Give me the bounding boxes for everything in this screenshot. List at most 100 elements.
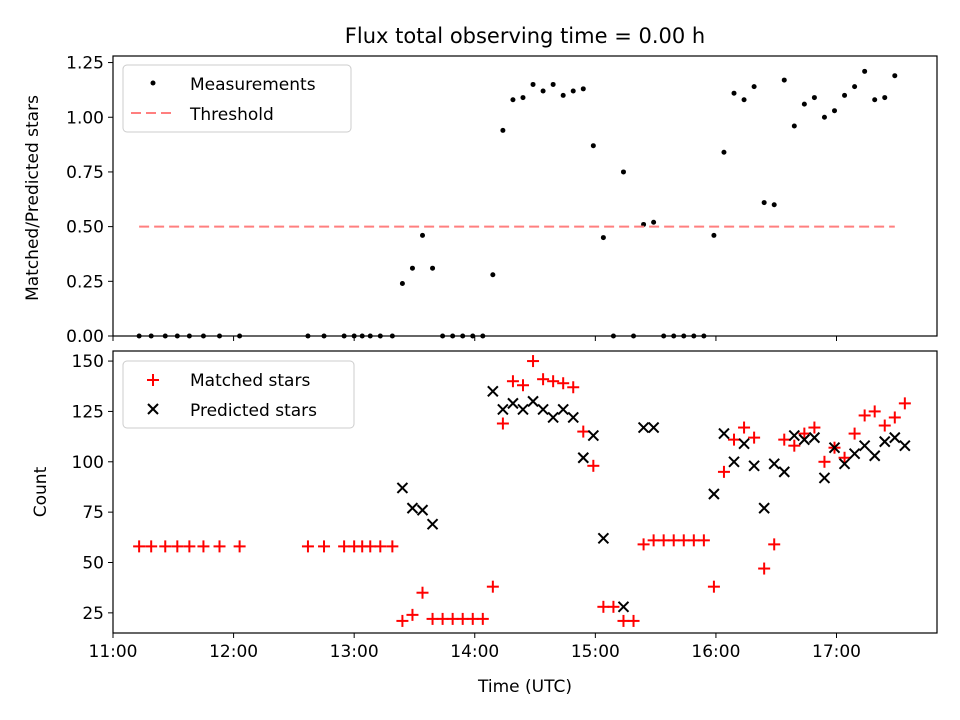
predicted-point-b [858,439,871,452]
matched-point [808,421,821,434]
matched-point [868,405,881,418]
measurement-point [882,95,888,101]
predicted-point [758,502,770,514]
bottom-x-tick-label: 11:00 [89,642,138,662]
measurement-point [590,143,596,149]
measurement-point [741,97,747,103]
matched-point [318,540,331,553]
matched-point [338,540,351,553]
predicted-point [818,472,831,484]
top-legend: Measurements Threshold [122,64,352,133]
predicted-point-b [879,435,891,448]
matched-point [496,417,509,430]
predicted-point-b [899,439,911,452]
matched-point [818,455,831,468]
predicted-point-b [728,456,740,468]
matched-point [717,465,730,478]
measurement-point [500,127,506,133]
bottom-x-tick-label: 17:00 [812,642,861,662]
measurement-point [409,265,415,271]
bottom-x-tick-label: 12:00 [209,642,258,662]
predicted-point-b [647,421,660,434]
measurement-point [862,68,868,74]
measurement-point [711,232,717,238]
bottom-y-tick-label: 100 [72,453,104,473]
predicted-point [868,450,881,462]
measurement-point [560,92,566,98]
predicted-point-b [557,403,569,416]
measurement-point [842,92,848,98]
bottom-y-tick-label: 50 [82,554,104,574]
legend-marker-predicted [147,403,159,415]
predicted-point-b [868,450,881,462]
measurement-point [892,73,898,79]
matched-point [567,381,580,394]
predicted-point [507,397,519,410]
predicted-point [426,518,439,530]
top-y-tick-label: 0.75 [66,163,104,183]
matched-point [728,433,741,446]
predicted-point-b [637,421,650,434]
predicted-point-b [567,411,579,424]
matched-point [374,540,387,553]
matched-point [171,540,184,553]
measurement-point [811,95,817,101]
top-y-tick-label: 1.00 [66,108,104,128]
bottom-x-tick-label: 14:00 [450,642,499,662]
legend-label-threshold: Threshold [189,105,274,125]
predicted-point-b [778,466,790,478]
matched-point [898,397,911,410]
bottom-plot-area: 25 50 75 100 125 150 11:00 12:00 13:00 14:00 15:00… [72,350,938,662]
bottom-x-axis-label: Time (UTC) [477,677,572,697]
predicted-point [718,427,730,440]
predicted-point [567,411,579,424]
measurement-point [832,108,838,114]
predicted-point [527,395,539,408]
predicted-point-b [838,458,851,470]
predicted-point [899,439,911,452]
predicted-point [597,532,610,545]
predicted-point [637,421,650,434]
matched-point [768,538,781,551]
predicted-point-b [748,460,760,472]
predicted-point [778,466,790,478]
matched-point [758,562,771,575]
top-plot-area: 0.00 0.25 0.50 0.75 1.00 1.25 [66,54,938,347]
matched-point [707,580,720,593]
predicted-point-b [426,518,439,530]
matched-point [647,534,660,547]
predicted-point [838,458,851,470]
matched-point [133,540,146,553]
matched-point [838,451,851,464]
predicted-point [808,431,821,444]
measurement-point [801,101,807,107]
predicted-point [828,441,841,454]
predicted-point-b [537,403,549,416]
matched-point [778,433,791,446]
matched-point [516,379,529,392]
predicted-point-b [517,403,529,416]
measurement-point [430,265,436,271]
predicted-point [557,403,569,416]
predicted-point-b [808,431,821,444]
matched-point [197,540,210,553]
predicted-point-b [396,482,409,494]
bottom-x-tick-label: 13:00 [330,642,379,662]
measurement-point [399,281,405,286]
predicted-point [748,460,760,472]
matched-point [788,439,801,452]
matched-point [547,375,560,388]
predicted-point [708,488,720,500]
matched-point [878,419,891,432]
predicted-point [537,403,549,416]
measurement-point [570,88,576,94]
matched-point [486,580,499,593]
bottom-legend: Matched stars Predicted stars [122,360,355,429]
measurement-point [872,97,878,103]
matched-point [888,411,901,424]
matched-point [506,375,519,388]
matched-point [183,540,196,553]
matched-point [301,540,314,553]
predicted-point [788,429,801,442]
